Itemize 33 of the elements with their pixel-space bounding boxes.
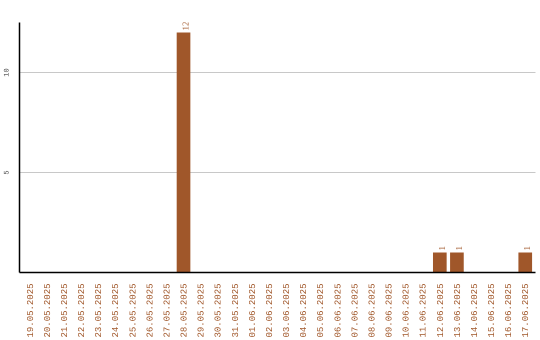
x-tick-label: 24.05.2025 bbox=[111, 283, 122, 338]
x-tick-label: 15.06.2025 bbox=[487, 283, 498, 338]
x-tick-label: 27.05.2025 bbox=[162, 283, 172, 338]
x-tick-label: 16.06.2025 bbox=[504, 283, 514, 338]
x-tick-label: 14.06.2025 bbox=[470, 283, 480, 338]
x-tick-label: 19.05.2025 bbox=[26, 283, 36, 338]
x-tick-label: 17.06.2025 bbox=[521, 283, 532, 338]
x-tick-label: 30.05.2025 bbox=[214, 283, 224, 338]
data-label: 1 bbox=[454, 246, 464, 250]
x-tick-label: 11.06.2025 bbox=[418, 283, 429, 338]
x-tick-label: 26.05.2025 bbox=[145, 283, 156, 338]
x-tick-label: 29.05.2025 bbox=[196, 283, 207, 338]
x-tick-label: 21.05.2025 bbox=[60, 283, 70, 338]
x-tick-label: 08.06.2025 bbox=[367, 283, 378, 338]
x-tick-label: 12.06.2025 bbox=[436, 283, 446, 338]
x-tick-label: 07.06.2025 bbox=[350, 283, 360, 338]
x-tick-label: 02.06.2025 bbox=[264, 283, 275, 338]
x-tick-label: 06.06.2025 bbox=[333, 283, 344, 338]
data-label: 1 bbox=[522, 246, 532, 250]
x-tick-label: 23.05.2025 bbox=[94, 283, 104, 338]
x-tick-label: 13.06.2025 bbox=[452, 283, 463, 338]
x-tick-label: 04.06.2025 bbox=[299, 283, 310, 338]
x-tick-label: 22.05.2025 bbox=[77, 283, 88, 338]
x-tick-label: 10.06.2025 bbox=[402, 283, 412, 338]
x-tick-label: 25.05.2025 bbox=[128, 283, 138, 338]
x-tick-label: 09.06.2025 bbox=[384, 283, 395, 338]
x-tick-label: 03.06.2025 bbox=[282, 283, 292, 338]
x-tick-label: 28.05.2025 bbox=[180, 283, 190, 338]
data-label: 1 bbox=[436, 246, 447, 250]
x-tick-label: 20.05.2025 bbox=[42, 283, 53, 338]
x-tick-label: 05.06.2025 bbox=[316, 283, 326, 338]
x-tick-label: 01.06.2025 bbox=[248, 283, 258, 338]
x-tick-label: 31.05.2025 bbox=[230, 283, 241, 338]
